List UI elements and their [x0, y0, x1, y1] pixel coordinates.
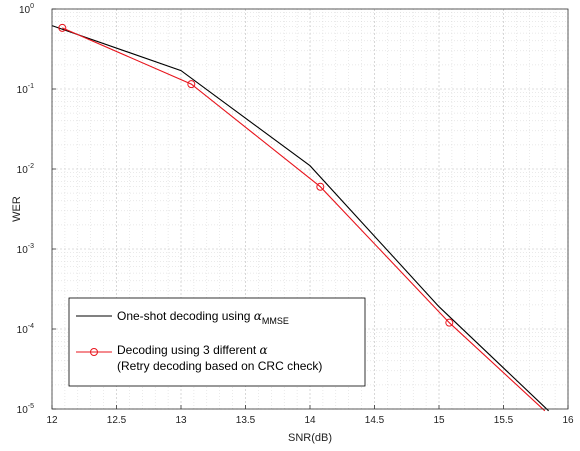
series-2-point	[316, 182, 325, 191]
x-tick-label: 13	[175, 415, 187, 426]
y-tick-label: 10-4	[17, 323, 34, 336]
legend-series-1-main: One-shot decoding using	[117, 309, 254, 323]
legend-entry-series-2: Decoding using 3 different α	[117, 343, 268, 357]
legend-box	[68, 297, 366, 387]
x-tick-label: 14.5	[365, 415, 385, 426]
legend-entry-series-1: One-shot decoding using αMMSE	[117, 309, 289, 326]
x-tick-label: 15.5	[494, 415, 514, 426]
legend-series-1-alpha: α	[254, 309, 262, 323]
y-tick-label: 10-1	[17, 83, 34, 96]
x-axis-label: SNR(dB)	[288, 432, 332, 444]
x-tick-label: 12	[46, 415, 58, 426]
y-tick-label: 10-5	[17, 403, 34, 416]
series-2-line	[62, 27, 546, 412]
legend-series-1-sub: MMSE	[262, 316, 289, 326]
y-axis-label: WER	[11, 196, 23, 222]
y-tick-label: 100	[19, 3, 34, 16]
series-2-point	[445, 318, 454, 327]
legend: One-shot decoding using αMMSE Decoding u…	[68, 297, 366, 387]
series-2-point	[58, 23, 67, 32]
y-tick-label: 10-2	[17, 163, 34, 176]
series-layer	[51, 23, 549, 412]
legend-marker-series-2	[90, 348, 98, 356]
legend-series-2-main: Decoding using 3 different	[117, 343, 260, 357]
x-tick-label: 14	[304, 415, 316, 426]
legend-series-2-line2: (Retry decoding based on CRC check)	[117, 359, 322, 373]
y-tick-label: 10-3	[17, 243, 34, 256]
series-2-point	[187, 80, 196, 89]
grid	[51, 8, 569, 410]
x-tick-label: 13.5	[236, 415, 256, 426]
legend-series-2-alpha: α	[260, 343, 268, 357]
x-tick-label: 16	[562, 415, 574, 426]
axes: 12 12.5 13 13.5 14 14.5 15 15.5 16 100 10-1 10-2 10-…	[17, 3, 574, 426]
x-tick-label: 12.5	[107, 415, 127, 426]
series-1-line	[51, 25, 549, 412]
x-tick-label: 15	[433, 415, 445, 426]
